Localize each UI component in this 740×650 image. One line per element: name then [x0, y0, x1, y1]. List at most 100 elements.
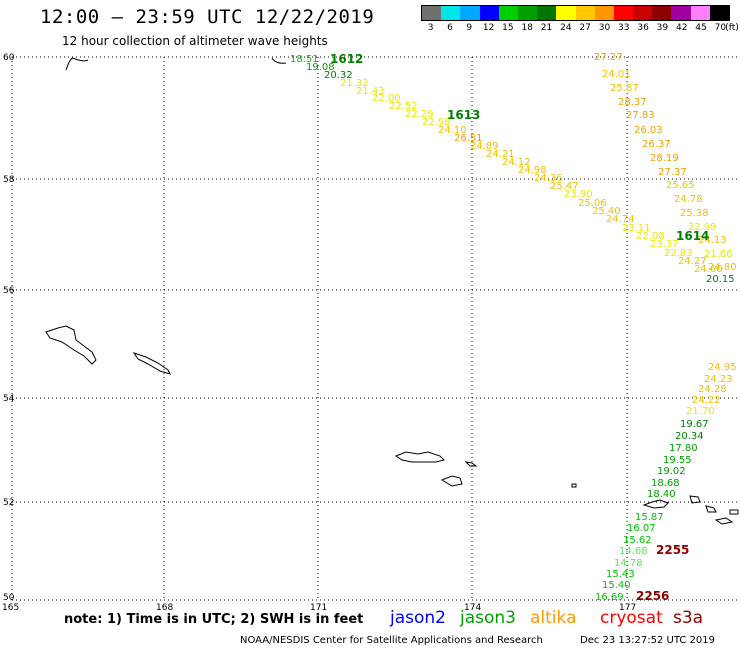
pass-id: 1614 — [676, 229, 709, 243]
scale-label: 3 — [427, 23, 434, 33]
swh-reading: 19.67 — [680, 419, 709, 430]
swh-reading: 23.37 — [650, 239, 679, 250]
swh-reading: 22.29 — [405, 109, 434, 120]
pass-id: 2255 — [656, 543, 689, 557]
lon-label: 174 — [464, 603, 481, 613]
swh-reading: 20.15 — [706, 274, 735, 285]
swh-reading: 24.13 — [698, 235, 727, 246]
lat-label: 58 — [3, 175, 15, 185]
swh-reading: 27.83 — [626, 110, 655, 121]
swh-reading: 17.80 — [669, 443, 698, 454]
swh-reading: 25.87 — [610, 83, 639, 94]
swh-reading: 24.27 — [678, 256, 707, 267]
swh-reading: 22.00 — [372, 93, 401, 104]
swh-reading: 24.98 — [518, 165, 547, 176]
island-rat-group — [705, 505, 717, 513]
chart-subtitle: 12 hour collection of altimeter wave hei… — [62, 34, 328, 48]
scale-label: 12 — [482, 23, 495, 33]
mission-jason2: jason2 — [390, 608, 446, 628]
island-attu — [394, 451, 445, 463]
scale-label: 15 — [502, 23, 514, 33]
island-buldir — [440, 475, 463, 487]
chart-title: 12:00 — 23:59 UTC 12/22/2019 — [40, 6, 375, 28]
swh-reading: 24.23 — [704, 374, 733, 385]
scale-swatch — [575, 6, 595, 20]
swh-reading: 22.98 — [422, 117, 451, 128]
swh-reading: 21.43 — [356, 86, 385, 97]
scale-label: 36 — [637, 23, 649, 33]
scale-swatch — [633, 6, 653, 20]
coastline-north — [271, 57, 287, 64]
scale-swatch — [517, 6, 538, 20]
swh-reading: 15.43 — [606, 569, 635, 580]
graticule — [11, 56, 740, 601]
swh-reading: 22.08 — [636, 231, 665, 242]
swh-reading: 16.07 — [627, 523, 656, 534]
scale-swatch — [441, 6, 461, 20]
swh-reading: 23.11 — [622, 223, 651, 234]
lon-label: 171 — [310, 603, 327, 613]
scale-label: 39 — [656, 23, 669, 33]
swh-reading: 19.55 — [663, 455, 692, 466]
swh-reading: 24.78 — [674, 194, 703, 205]
credit-line: NOAA/NESDIS Center for Satellite Applica… — [240, 635, 543, 646]
scale-label: 21 — [540, 23, 553, 33]
swh-reading: 26.03 — [634, 125, 663, 136]
swh-reading: 22.83 — [664, 248, 693, 259]
swh-reading: 24.36 — [534, 173, 563, 184]
scale-swatch — [594, 6, 614, 20]
swh-reading: 20.34 — [675, 431, 704, 442]
mission-cryosat: cryosat — [600, 608, 663, 628]
swh-reading: 21.66 — [704, 249, 733, 260]
swh-reading: 24.12 — [502, 157, 531, 168]
swh-reading: 19.08 — [306, 62, 335, 73]
coastlines — [45, 57, 739, 525]
swh-reading: 27.27 — [594, 52, 623, 63]
readings-layer: 18.51 19.08 20.32 21.32 21.43 22.00 22.5… — [290, 52, 737, 603]
island-kiska — [642, 499, 669, 509]
swh-reading: 25.40 — [592, 206, 621, 217]
scale-label: 18 — [521, 23, 533, 33]
swh-reading: 24.74 — [606, 214, 635, 225]
swh-reading: 28.19 — [650, 153, 679, 164]
swh-reading: 25.47 — [550, 181, 579, 192]
island-edge — [729, 509, 739, 515]
coastline-kamchatka — [65, 57, 89, 71]
scale-label: 27 — [579, 23, 591, 33]
mission-s3a: s3a — [673, 608, 704, 628]
scale-label: 6 — [447, 23, 453, 33]
island-amchitka — [689, 495, 701, 504]
swh-reading: 24.22 — [692, 395, 721, 406]
island-medny — [132, 352, 171, 375]
swh-reading: 26.37 — [642, 139, 671, 150]
scale-label: 42 — [675, 23, 688, 33]
island-bering — [45, 325, 97, 365]
swh-reading: 27.37 — [658, 167, 687, 178]
mission-jason3: jason3 — [460, 608, 516, 628]
pass-id: 2256 — [636, 589, 669, 603]
scale-unit-label: (ft) — [725, 23, 739, 33]
mission-altika: altika — [530, 608, 577, 628]
swh-reading: 24.21 — [486, 149, 515, 160]
scale-swatch — [479, 6, 499, 20]
swh-reading: 21.32 — [340, 78, 369, 89]
swh-reading: 25.65 — [666, 180, 695, 191]
scale-label: 30 — [598, 23, 611, 33]
scale-labels: 3 6 9 12 15 18 21 24 27 30 33 36 39 42 45 70 (ft) — [421, 21, 739, 35]
swh-reading: 26.51 — [454, 133, 483, 144]
swh-reading: 24.95 — [708, 362, 737, 373]
footnote: note: 1) Time is in UTC; 2) SWH is in fe… — [64, 612, 364, 627]
timestamp: Dec 23 13:27:52 UTC 2019 — [580, 635, 715, 646]
scale-swatch — [498, 6, 518, 20]
scale-label: 45 — [695, 23, 707, 33]
scale-label: 9 — [466, 23, 473, 33]
swh-reading: 15.87 — [635, 512, 664, 523]
lat-label: 52 — [3, 498, 14, 508]
swh-reading: 22.99 — [688, 222, 717, 233]
lon-label: 165 — [2, 603, 19, 613]
pass-id: 1612 — [330, 52, 363, 66]
scale-label: 33 — [618, 23, 630, 33]
lat-label: 50 — [3, 593, 15, 603]
swh-reading: 25.06 — [578, 198, 607, 209]
